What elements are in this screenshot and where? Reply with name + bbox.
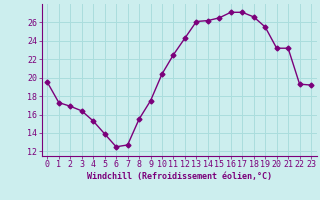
X-axis label: Windchill (Refroidissement éolien,°C): Windchill (Refroidissement éolien,°C) — [87, 172, 272, 181]
